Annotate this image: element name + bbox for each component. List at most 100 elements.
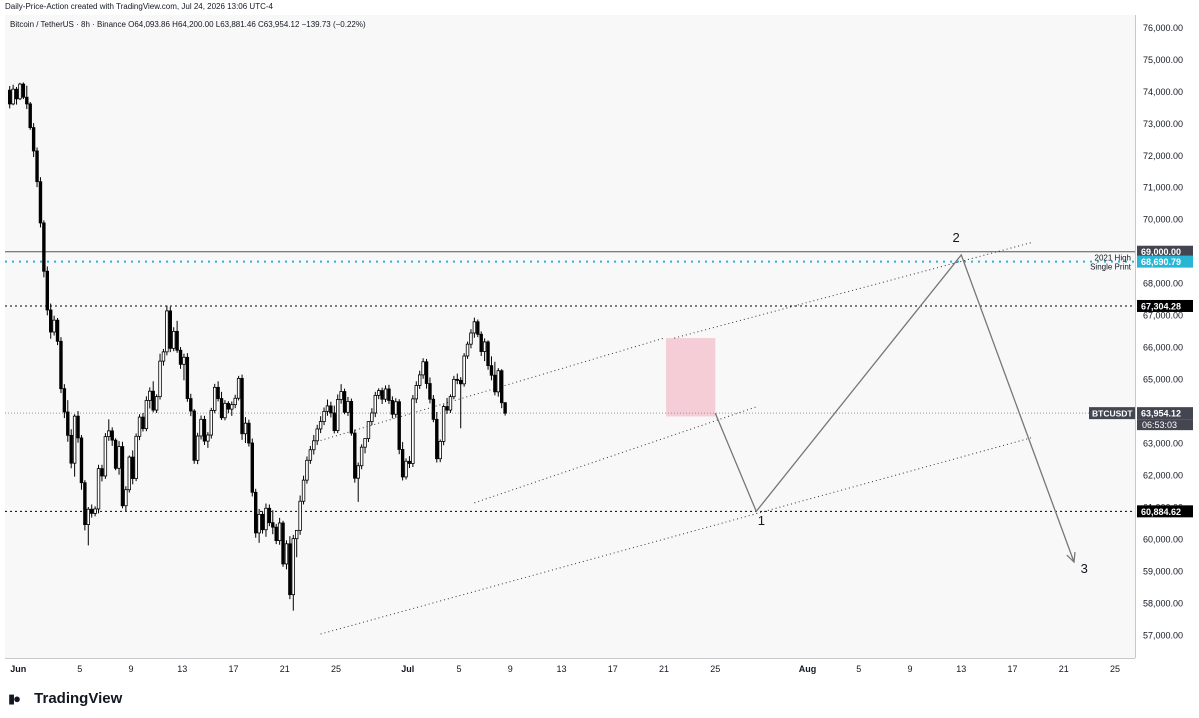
candle-body [322,410,326,422]
candle-body [230,404,234,410]
candle-body [479,333,483,352]
candle-body [373,394,377,414]
y-tick-label: 67,000.00 [1143,311,1183,321]
countdown-bg [1137,419,1193,431]
candle-body [66,411,70,436]
candle-body [59,340,63,390]
candle-body [49,309,53,333]
candle-body [271,522,275,528]
candle-body [332,412,336,431]
countdown: 06:53:03 [1142,420,1177,430]
candle-body [329,405,333,414]
candle-body [182,356,186,365]
candle-body [236,378,241,399]
candle-body [151,390,155,411]
candle-body [216,386,220,399]
x-tick-label: 9 [907,664,912,674]
candle-body [131,456,135,479]
candle-body [486,341,490,367]
candle-body [226,402,231,410]
price-label-value: 68,690.79 [1141,257,1181,267]
candle-body [339,391,343,400]
x-tick-label: 13 [556,664,566,674]
candle-body [209,409,213,436]
candle-body [90,508,94,514]
x-tick-label: 9 [128,664,133,674]
x-tick-label: 21 [280,664,290,674]
x-tick-label: 5 [77,664,82,674]
candle-body [424,361,429,384]
ticker-badge-bg [1089,407,1135,420]
candle-body [459,379,463,385]
candle-body [260,513,265,531]
candle-body [25,96,29,105]
chart-plot-area[interactable] [5,15,1135,658]
candle-body [120,446,125,507]
y-tick-label: 68,000.00 [1143,279,1183,289]
y-tick-label: 74,000.00 [1143,87,1183,97]
y-tick-label: 63,000.00 [1143,439,1183,449]
trendline-1 [474,406,757,504]
candle-body [35,150,39,183]
candle-body [42,222,46,272]
candle-body [206,434,210,442]
candle-body [161,351,166,362]
y-tick-label: 65,000.00 [1143,375,1183,385]
y-tick-label: 62,000.00 [1143,471,1183,481]
highlight-zone [666,338,716,417]
candle-body [175,330,179,351]
x-tick-label: 17 [1007,664,1017,674]
candle-body [76,415,80,439]
candle-body [223,402,227,419]
price-label-bg [1137,407,1193,420]
candle-body [482,341,487,352]
candle-body [308,449,313,461]
level-note-line1: 2021 High [1095,254,1131,263]
candle-body [277,522,282,541]
candle-body [325,405,330,412]
price-label-value: 63,954.12 [1141,409,1181,419]
x-tick-label: Aug [799,664,817,674]
candle-body [404,460,408,478]
candle-body [72,415,77,464]
price-label-bg [1137,299,1193,312]
candle-body [428,383,432,400]
price-axis[interactable] [1135,15,1199,658]
candle-body [305,459,309,481]
candle-body [165,310,169,353]
candle-body [503,402,507,414]
footer-brand[interactable]: ▮● TradingView [8,690,122,707]
trendline-2 [674,241,1034,339]
x-tick-label: 13 [956,664,966,674]
candle-body [496,370,500,393]
y-tick-label: 76,000.00 [1143,23,1183,33]
candle-body [103,436,108,477]
candle-body [284,543,289,565]
wave-label-3: 3 [1081,561,1088,576]
candle-body [110,430,114,441]
candle-body [397,401,401,450]
candle-body [298,500,302,531]
candle-body [247,422,251,444]
price-label-bg [1137,245,1193,258]
candle-body [438,441,442,460]
x-tick-label: 21 [1059,664,1069,674]
candle-body [113,439,118,469]
chart-credit: Daily-Price-Action created with TradingV… [5,2,273,11]
candle-body [240,378,244,435]
y-tick-label: 75,000.00 [1143,55,1183,65]
time-axis[interactable] [5,658,1135,679]
candle-body [377,390,381,396]
candle-body [342,391,347,413]
candle-body [213,386,217,411]
candle-body [178,349,183,365]
ticker-badge: BTCUSDT [1092,409,1133,419]
candle-body [500,370,504,404]
y-tick-label: 57,000.00 [1143,631,1183,641]
candle-body [400,449,405,478]
candle-body [100,468,104,477]
candle-body [445,406,449,411]
candle-body [8,89,12,105]
x-tick-label: 5 [456,664,461,674]
